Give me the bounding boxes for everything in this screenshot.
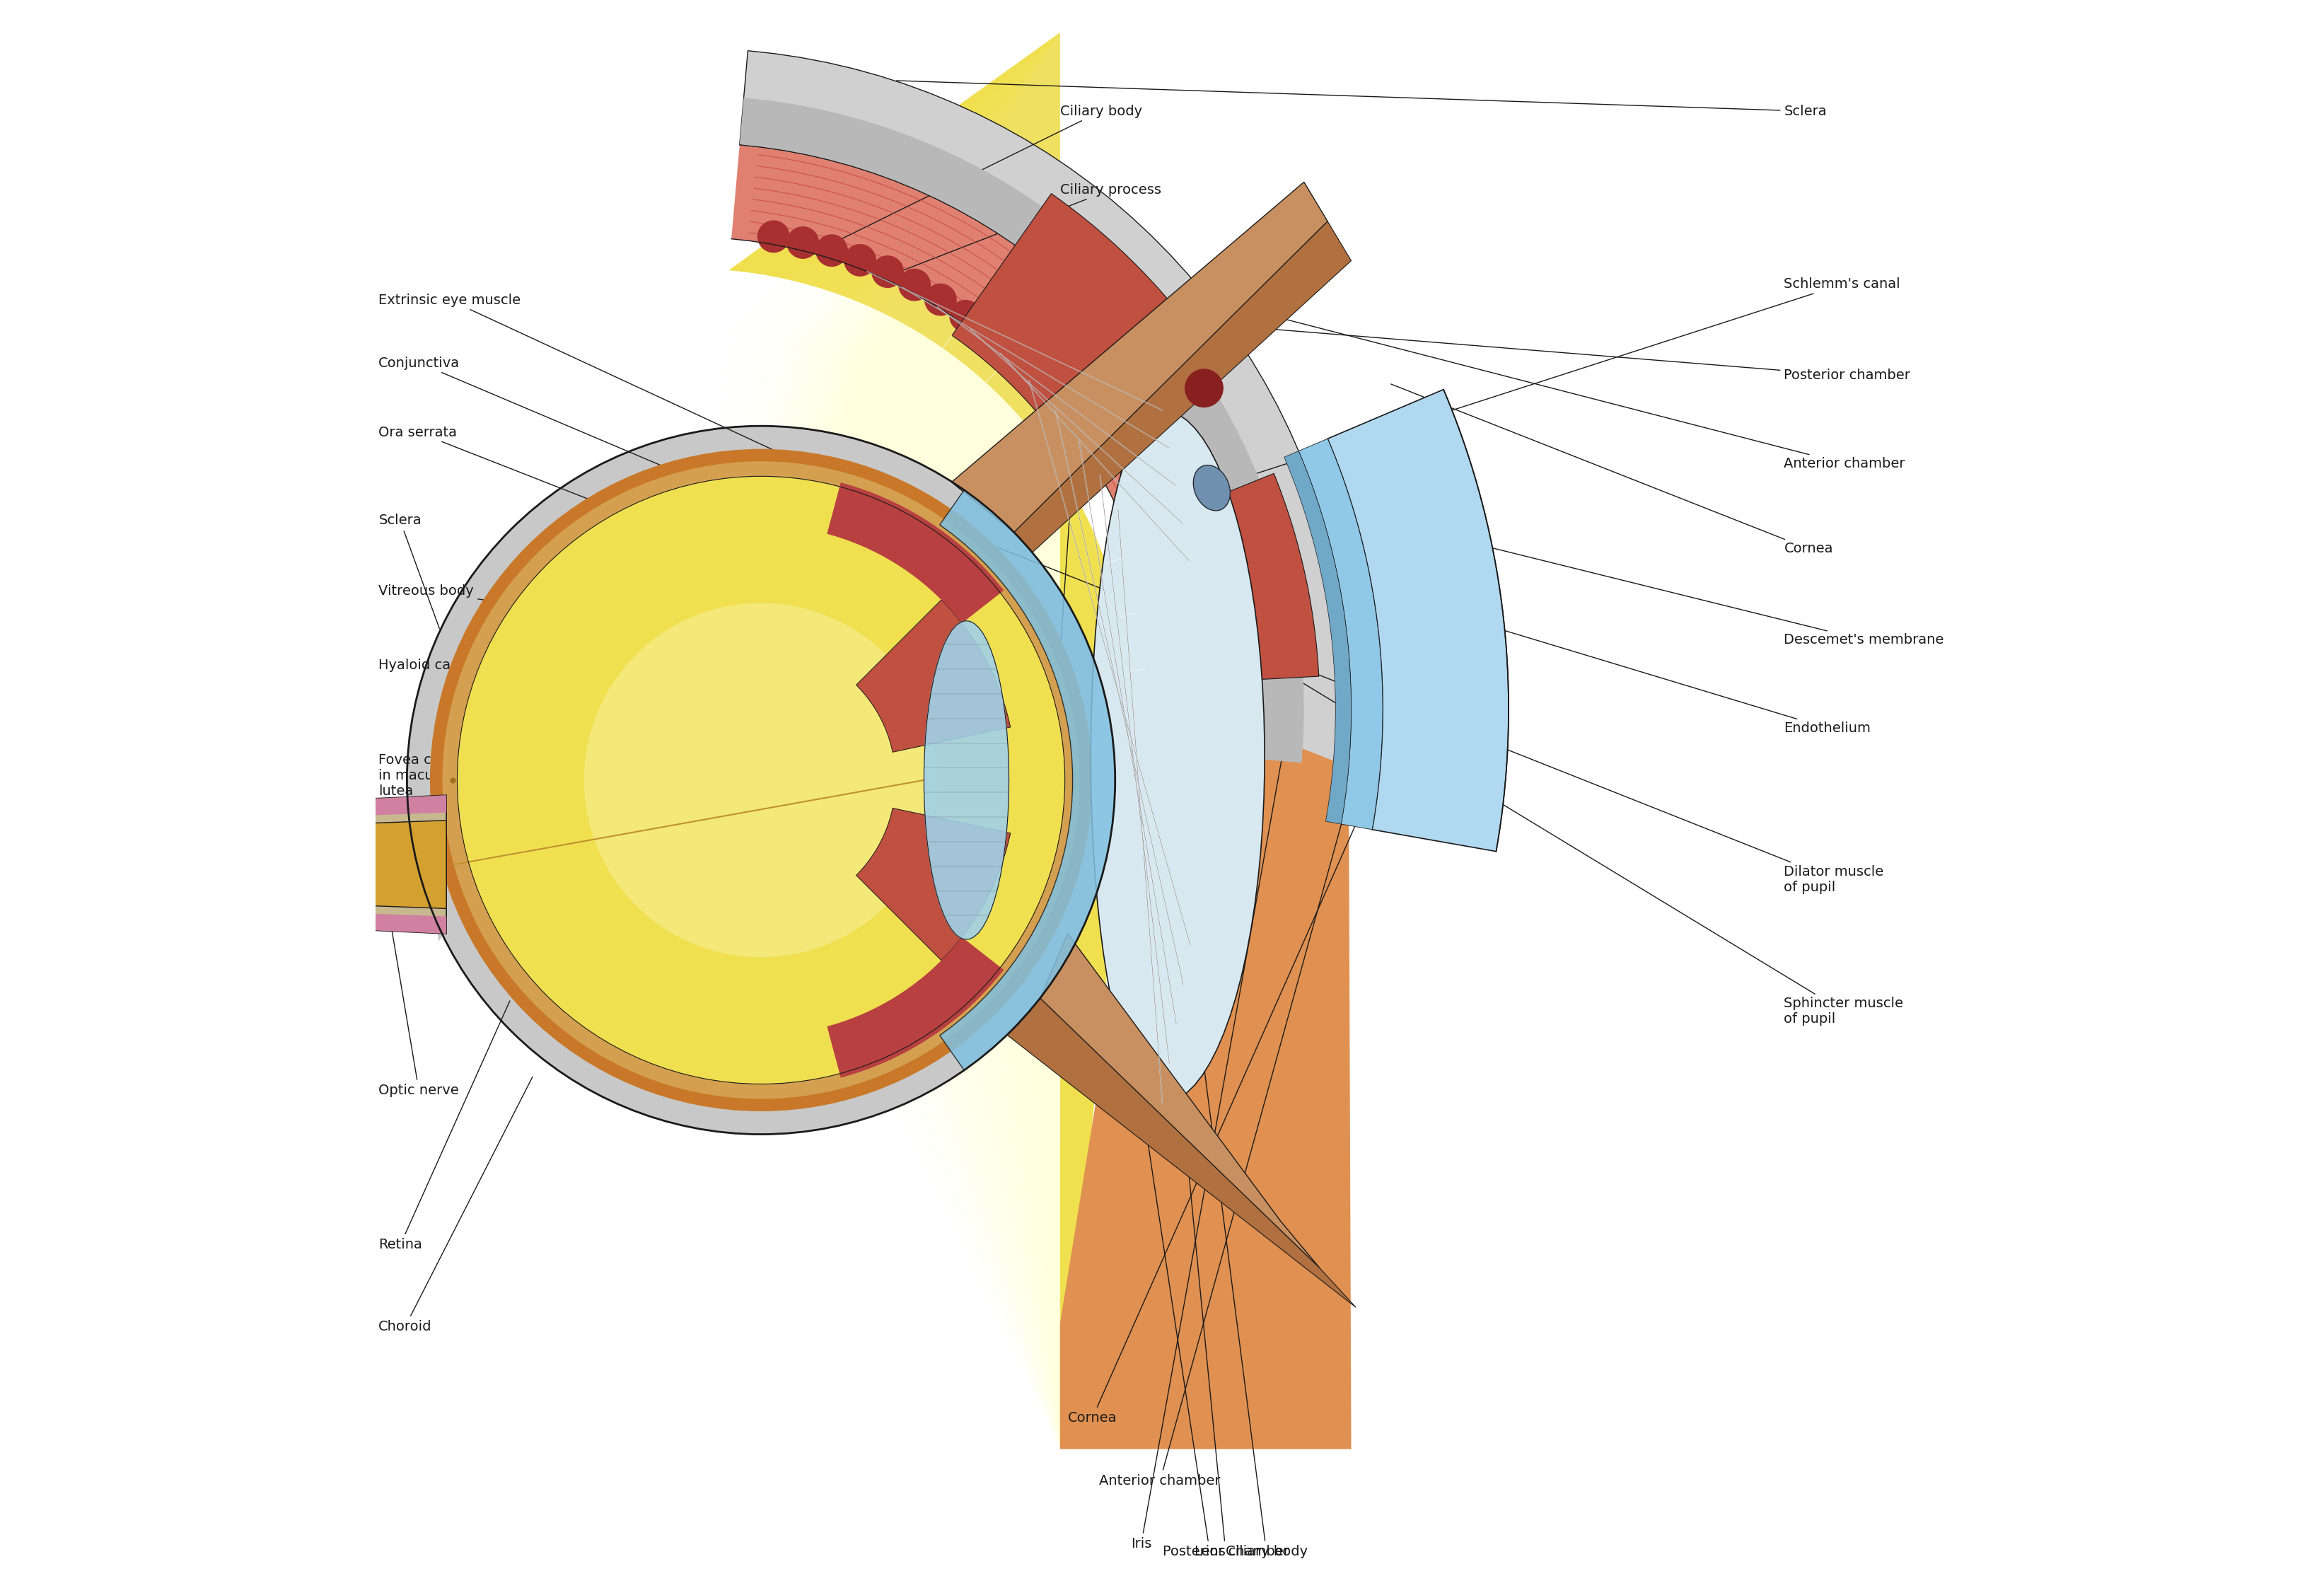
Ellipse shape [1192,465,1229,511]
Text: Ciliary body: Ciliary body [813,104,1141,252]
Polygon shape [1283,451,1350,824]
Text: Choroid: Choroid [379,1076,532,1333]
Polygon shape [827,482,1004,623]
Circle shape [442,462,1078,1098]
Polygon shape [951,181,1327,533]
Circle shape [1185,369,1222,407]
Polygon shape [1113,473,1318,686]
Polygon shape [1299,438,1383,829]
Polygon shape [237,796,446,933]
Text: Hyaloid canal: Hyaloid canal [379,659,744,749]
Polygon shape [727,33,1129,1448]
Polygon shape [732,145,1257,758]
Polygon shape [1006,998,1355,1308]
Circle shape [899,269,930,301]
Polygon shape [265,909,446,933]
Circle shape [583,604,939,957]
Circle shape [844,244,876,276]
Circle shape [925,284,955,315]
Polygon shape [1013,221,1350,553]
Polygon shape [939,490,1116,1070]
Text: Sclera: Sclera [897,80,1827,118]
Text: Optic nerve: Optic nerve [379,883,458,1097]
Circle shape [758,221,790,252]
Text: Iris: Iris [1129,602,1308,1551]
Polygon shape [430,788,490,941]
Polygon shape [855,808,1011,960]
Text: Descemet's membrane: Descemet's membrane [1320,506,1943,646]
Text: Sphincter muscle
of pupil: Sphincter muscle of pupil [1157,594,1903,1026]
Circle shape [458,476,1064,1084]
Text: Lens: Lens [1060,419,1092,651]
Circle shape [430,449,1092,1111]
Polygon shape [1039,933,1320,1269]
Text: Sclera: Sclera [379,514,439,629]
Polygon shape [739,50,1350,768]
Circle shape [407,426,1116,1135]
Text: Ora serrata: Ora serrata [379,426,720,550]
Polygon shape [1090,410,1264,1103]
Circle shape [816,235,848,266]
Polygon shape [923,621,1009,939]
Text: Schlemm's canal: Schlemm's canal [1213,277,1899,487]
Text: Endothelium: Endothelium [1322,575,1871,734]
Text: Posterior chamber: Posterior chamber [1120,463,1287,1559]
Text: Fovea centralis
in macula
lutea: Fovea centralis in macula lutea [379,753,483,797]
Text: Ciliary process: Ciliary process [895,183,1162,274]
Polygon shape [265,796,446,820]
Text: Anterior chamber: Anterior chamber [1260,312,1906,471]
Text: Dilator muscle
of pupil: Dilator muscle of pupil [997,547,1882,894]
Polygon shape [1060,693,1350,1448]
Polygon shape [827,938,1004,1078]
Polygon shape [246,821,446,908]
Circle shape [951,301,981,333]
Text: Cornea: Cornea [1390,385,1834,555]
Text: Extrinsic eye muscle: Extrinsic eye muscle [379,293,823,473]
Text: Anterior chamber: Anterior chamber [1099,734,1367,1488]
Circle shape [872,255,904,287]
Polygon shape [1327,389,1508,851]
Polygon shape [855,600,1011,752]
Text: Vitreous body: Vitreous body [379,585,632,623]
Text: Retina: Retina [379,1001,509,1251]
Text: Conjunctiva: Conjunctiva [379,356,790,520]
Text: Cornea: Cornea [1067,772,1378,1425]
Text: Ciliary body: Ciliary body [1139,566,1306,1559]
Polygon shape [739,98,1304,763]
Text: Posterior chamber: Posterior chamber [1062,312,1910,383]
Circle shape [788,227,818,258]
Polygon shape [953,194,1185,429]
Text: Suspensory
ligament of lens: Suspensory ligament of lens [995,285,1171,347]
Text: Lens: Lens [1141,1105,1225,1559]
